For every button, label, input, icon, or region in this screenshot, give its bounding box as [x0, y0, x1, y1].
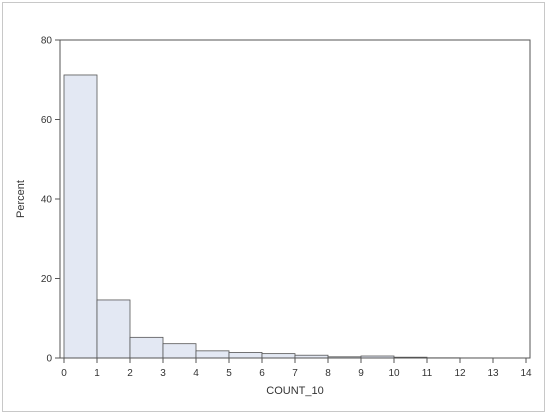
x-tick-label-4: 4	[193, 368, 199, 379]
x-tick-label-5: 5	[226, 368, 232, 379]
x-tick-label-13: 13	[487, 368, 499, 379]
x-axis-label: COUNT_10	[266, 385, 323, 397]
x-tick-label-9: 9	[358, 368, 364, 379]
y-tick-label-3: 60	[41, 115, 53, 126]
bars-group	[63, 74, 527, 359]
y-tick-label-0: 0	[46, 354, 52, 365]
x-tick-label-2: 2	[127, 368, 133, 379]
plot-area-frame	[59, 39, 531, 359]
x-tick-label-6: 6	[259, 368, 265, 379]
x-tick-label-0: 0	[61, 368, 67, 379]
histogram-bar-6	[261, 353, 296, 359]
x-tick-label-14: 14	[520, 368, 532, 379]
x-tick-label-12: 12	[454, 368, 466, 379]
x-tick-label-8: 8	[325, 368, 331, 379]
histogram-bar-3	[162, 343, 197, 359]
x-tick-label-10: 10	[388, 368, 400, 379]
y-tick-label-1: 20	[41, 274, 53, 285]
x-tick-label-1: 1	[94, 368, 100, 379]
y-tick-label-4: 80	[41, 36, 53, 47]
y-axis-ticks: 0 20 40 60 80	[41, 36, 60, 365]
y-tick-label-2: 40	[41, 195, 53, 206]
x-axis-ticks: 0 1 2 3 4 5 6 7 8 9 10 11 12 13 14	[61, 358, 532, 379]
histogram-bar-4	[195, 350, 230, 359]
histogram-bar-2	[129, 336, 164, 359]
x-tick-label-11: 11	[422, 368, 433, 379]
x-tick-label-7: 7	[292, 368, 298, 379]
histogram-bar-5	[228, 352, 263, 359]
y-axis-label: Percent	[15, 180, 27, 218]
x-tick-label-3: 3	[160, 368, 166, 379]
histogram-bar-0	[63, 74, 98, 359]
histogram-bar-1	[96, 299, 131, 359]
